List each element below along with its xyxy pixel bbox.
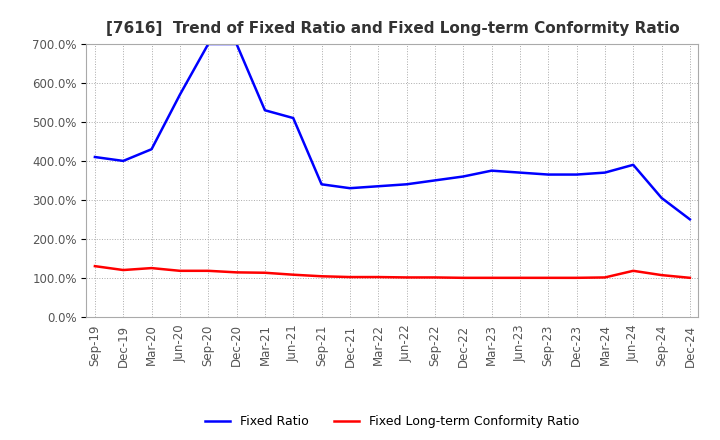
Fixed Ratio	[402, 182, 411, 187]
Fixed Ratio	[233, 41, 241, 47]
Fixed Ratio	[261, 108, 269, 113]
Fixed Long-term Conformity Ratio	[487, 275, 496, 280]
Fixed Long-term Conformity Ratio	[544, 275, 552, 280]
Fixed Ratio	[516, 170, 524, 175]
Fixed Long-term Conformity Ratio	[657, 272, 666, 278]
Fixed Ratio	[91, 154, 99, 160]
Fixed Long-term Conformity Ratio	[119, 268, 127, 273]
Line: Fixed Ratio: Fixed Ratio	[95, 44, 690, 220]
Fixed Ratio	[374, 183, 382, 189]
Fixed Long-term Conformity Ratio	[261, 270, 269, 275]
Fixed Long-term Conformity Ratio	[431, 275, 439, 280]
Legend: Fixed Ratio, Fixed Long-term Conformity Ratio: Fixed Ratio, Fixed Long-term Conformity …	[200, 411, 585, 433]
Fixed Long-term Conformity Ratio	[374, 275, 382, 280]
Fixed Ratio	[431, 178, 439, 183]
Fixed Long-term Conformity Ratio	[600, 275, 609, 280]
Fixed Ratio	[148, 147, 156, 152]
Fixed Long-term Conformity Ratio	[204, 268, 212, 273]
Fixed Long-term Conformity Ratio	[629, 268, 637, 273]
Fixed Long-term Conformity Ratio	[346, 275, 354, 280]
Fixed Long-term Conformity Ratio	[233, 270, 241, 275]
Line: Fixed Long-term Conformity Ratio: Fixed Long-term Conformity Ratio	[95, 266, 690, 278]
Fixed Long-term Conformity Ratio	[318, 274, 326, 279]
Fixed Ratio	[544, 172, 552, 177]
Fixed Long-term Conformity Ratio	[91, 264, 99, 269]
Fixed Long-term Conformity Ratio	[572, 275, 581, 280]
Fixed Long-term Conformity Ratio	[516, 275, 524, 280]
Fixed Long-term Conformity Ratio	[402, 275, 411, 280]
Fixed Ratio	[572, 172, 581, 177]
Fixed Ratio	[459, 174, 467, 179]
Fixed Ratio	[119, 158, 127, 164]
Fixed Ratio	[629, 162, 637, 168]
Fixed Ratio	[289, 115, 297, 121]
Fixed Ratio	[487, 168, 496, 173]
Fixed Long-term Conformity Ratio	[176, 268, 184, 273]
Fixed Ratio	[204, 41, 212, 47]
Fixed Ratio	[685, 217, 694, 222]
Fixed Long-term Conformity Ratio	[289, 272, 297, 277]
Fixed Long-term Conformity Ratio	[459, 275, 467, 280]
Fixed Ratio	[346, 186, 354, 191]
Fixed Ratio	[318, 182, 326, 187]
Fixed Long-term Conformity Ratio	[685, 275, 694, 280]
Fixed Ratio	[176, 92, 184, 97]
Fixed Ratio	[657, 195, 666, 201]
Title: [7616]  Trend of Fixed Ratio and Fixed Long-term Conformity Ratio: [7616] Trend of Fixed Ratio and Fixed Lo…	[106, 21, 679, 36]
Fixed Ratio	[600, 170, 609, 175]
Fixed Long-term Conformity Ratio	[148, 265, 156, 271]
